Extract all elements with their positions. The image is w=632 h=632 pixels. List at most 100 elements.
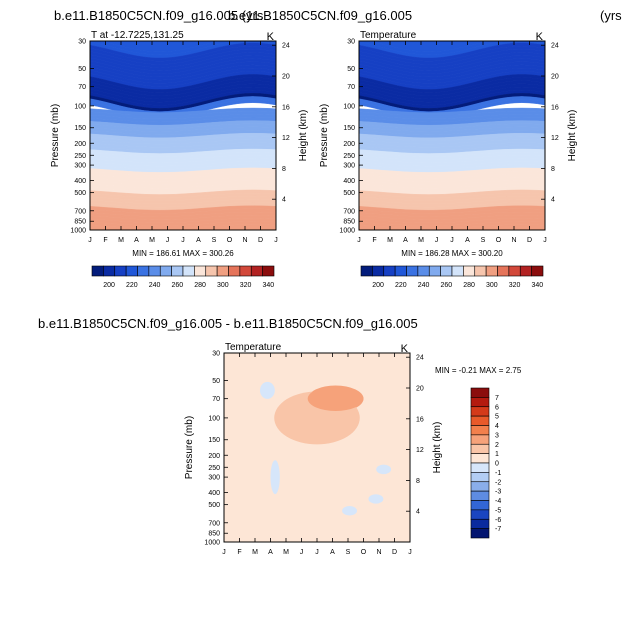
diff-colorbar-label: 3 — [495, 432, 499, 439]
panel2-p-tick-label: 30 — [347, 39, 355, 46]
diff-p-tick-label: 150 — [208, 437, 220, 444]
panel1-x-tick-label: J — [88, 237, 92, 244]
diff-anomaly-cool — [342, 506, 357, 516]
panel2-colorbar-label: 260 — [440, 282, 452, 289]
panel1-x-tick-label: S — [212, 237, 217, 244]
diff-colorbar-label: 1 — [495, 451, 499, 458]
panel1-x-tick-label: F — [103, 237, 107, 244]
diff-colorbar-label: 4 — [495, 423, 499, 430]
diff-colorbar-box — [470, 434, 490, 445]
diff-colorbar-label: -4 — [495, 498, 501, 505]
diff-colorbar-box — [470, 443, 490, 454]
panel2-y-right-label: Height (km) — [567, 110, 578, 162]
diff-colorbar-box — [470, 406, 490, 417]
diff-x-tick-label: J — [300, 549, 304, 556]
panel2-x-tick-label: J — [357, 237, 361, 244]
panel1-p-tick-label: 50 — [78, 66, 86, 73]
panel2-x-tick-label: J — [450, 237, 454, 244]
diff-colorbar-box — [470, 528, 490, 539]
panel1-colorbar-label: 300 — [217, 282, 229, 289]
panel1-p-tick-label: 500 — [74, 190, 86, 197]
panel2-colorbar-label: 200 — [372, 282, 384, 289]
panel1-p-tick-label: 850 — [74, 219, 86, 226]
diff-x-tick-label: M — [252, 549, 258, 556]
panel1-colorbar-label: 280 — [194, 282, 206, 289]
diff-x-tick-label: N — [376, 549, 381, 556]
panel1-colorbar-label: 340 — [262, 282, 274, 289]
diff-colorbar-box — [470, 415, 490, 426]
case-b-title: b.e11.B1850C5CN.f09_g16.005 — [228, 8, 413, 23]
panel1-colorbar-label: 260 — [171, 282, 183, 289]
panel1-x-tick-label: A — [134, 237, 139, 244]
diff-colorbar-label: -7 — [495, 526, 501, 533]
panel2-x-tick-label: M — [418, 237, 424, 244]
diff-colorbar-box — [470, 387, 490, 398]
diff-p-tick-label: 700 — [208, 520, 220, 527]
diff-colorbar-label: 6 — [495, 404, 499, 411]
panel1-p-tick-label: 30 — [78, 39, 86, 46]
diff-min-max: MIN = -0.21 MAX = 2.75 — [435, 366, 522, 375]
panel2-x-tick-label: S — [481, 237, 486, 244]
diff-p-tick-label: 400 — [208, 490, 220, 497]
panel1-units: K — [267, 31, 275, 43]
panel1-h-tick-label: 4 — [282, 197, 286, 204]
diff-x-tick-label: O — [361, 549, 367, 556]
diff-h-tick-label: 20 — [416, 386, 424, 393]
panel1-h-tick-label: 16 — [282, 104, 290, 111]
diff-background-fill — [224, 353, 410, 542]
diff-h-tick-label: 12 — [416, 447, 424, 454]
panel2-p-tick-label: 250 — [343, 153, 355, 160]
diff-h-tick-label: 24 — [416, 355, 424, 362]
diff-colorbar-box — [470, 518, 490, 529]
panel1-x-tick-label: N — [242, 237, 247, 244]
panel1-colorbar-label: 200 — [103, 282, 115, 289]
diff-colorbar-box — [470, 481, 490, 492]
panel1-x-tick-label: A — [196, 237, 201, 244]
panel2-colorbar-label: 320 — [509, 282, 521, 289]
panel2-x-tick-label: M — [387, 237, 393, 244]
diff-p-tick-label: 200 — [208, 453, 220, 460]
panel1-colorbar-label: 220 — [126, 282, 138, 289]
diff-x-tick-label: J — [315, 549, 319, 556]
panel1-x-tick-label: M — [149, 237, 155, 244]
panel1-h-tick-label: 12 — [282, 135, 290, 142]
diff-y-label: Pressure (mb) — [184, 416, 195, 479]
panel2-p-tick-label: 1000 — [339, 228, 355, 235]
panel2-h-tick-label: 8 — [551, 166, 555, 173]
panel1-x-tick-label: M — [118, 237, 124, 244]
panel2-x-tick-label: J — [543, 237, 547, 244]
panel2-colorbar-label: 340 — [531, 282, 543, 289]
panel1-x-tick-label: J — [166, 237, 170, 244]
diff-plot-area — [224, 353, 410, 542]
panel1-h-tick-label: 24 — [282, 43, 290, 50]
panel2-x-tick-label: A — [465, 237, 470, 244]
panel2-p-tick-label: 200 — [343, 141, 355, 148]
panel2-x-tick-label: N — [511, 237, 516, 244]
panel1-min-max: MIN = 186.61 MAX = 300.26 — [132, 249, 234, 258]
diff-colorbar-label: -3 — [495, 489, 501, 496]
panel2-h-tick-label: 4 — [551, 197, 555, 204]
panel1-p-tick-label: 200 — [74, 141, 86, 148]
diff-x-tick-label: F — [237, 549, 241, 556]
panel1-p-tick-label: 1000 — [70, 228, 86, 235]
panel2-h-tick-label: 12 — [551, 135, 559, 142]
diff-p-tick-label: 100 — [208, 415, 220, 422]
panel1-p-tick-label: 400 — [74, 178, 86, 185]
diff-x-tick-label: M — [283, 549, 289, 556]
panel2-y-label: Pressure (mb) — [319, 104, 330, 167]
diff-x-tick-label: S — [346, 549, 351, 556]
diff-colorbar-box — [470, 500, 490, 511]
diff-colorbar-box — [470, 462, 490, 473]
panel1-p-tick-label: 300 — [74, 163, 86, 170]
panel2-h-tick-label: 24 — [551, 43, 559, 50]
panel1-p-tick-label: 700 — [74, 208, 86, 215]
diff-p-tick-label: 50 — [212, 378, 220, 385]
panel2-colorbar-label: 300 — [486, 282, 498, 289]
diff-colorbar-label: -5 — [495, 507, 501, 514]
panel1-y-label: Pressure (mb) — [50, 104, 61, 167]
panel2-p-tick-label: 50 — [347, 66, 355, 73]
panel1-colorbar-box — [262, 265, 275, 277]
panel1-p-tick-label: 70 — [78, 84, 86, 91]
panel1-title: T at -12.7225,131.25 — [91, 30, 184, 41]
